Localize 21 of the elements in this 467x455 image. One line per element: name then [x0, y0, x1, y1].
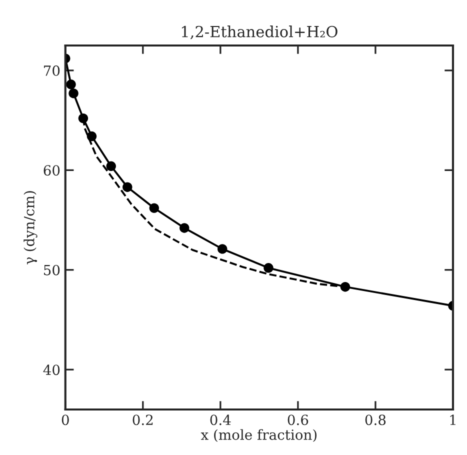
y-tick-label: 60: [44, 165, 60, 176]
point: [66, 80, 76, 90]
point: [218, 244, 228, 254]
x-tick-label: 0: [62, 414, 69, 426]
y-tick-label: 70: [44, 65, 60, 76]
x-tick-label: 0.4: [210, 414, 231, 426]
y-tick-label: 40: [43, 364, 60, 376]
point: [180, 223, 190, 233]
y-axis-title: γ (dyn/cm): [24, 191, 38, 264]
x-tick-label: 0.8: [365, 414, 386, 426]
point: [106, 161, 116, 172]
point: [122, 182, 132, 192]
x-axis-title: x (mole fraction): [200, 429, 317, 442]
point: [264, 263, 274, 273]
y-tick-label: 50: [44, 264, 60, 276]
chart-title: 1,2-Ethanediol+H₂O: [182, 26, 338, 40]
x-tick-label: 1: [450, 414, 456, 425]
point: [68, 88, 78, 98]
point: [149, 203, 160, 213]
x-tick-label: 0.2: [132, 414, 153, 426]
x-tick-label: 0.6: [288, 414, 308, 426]
